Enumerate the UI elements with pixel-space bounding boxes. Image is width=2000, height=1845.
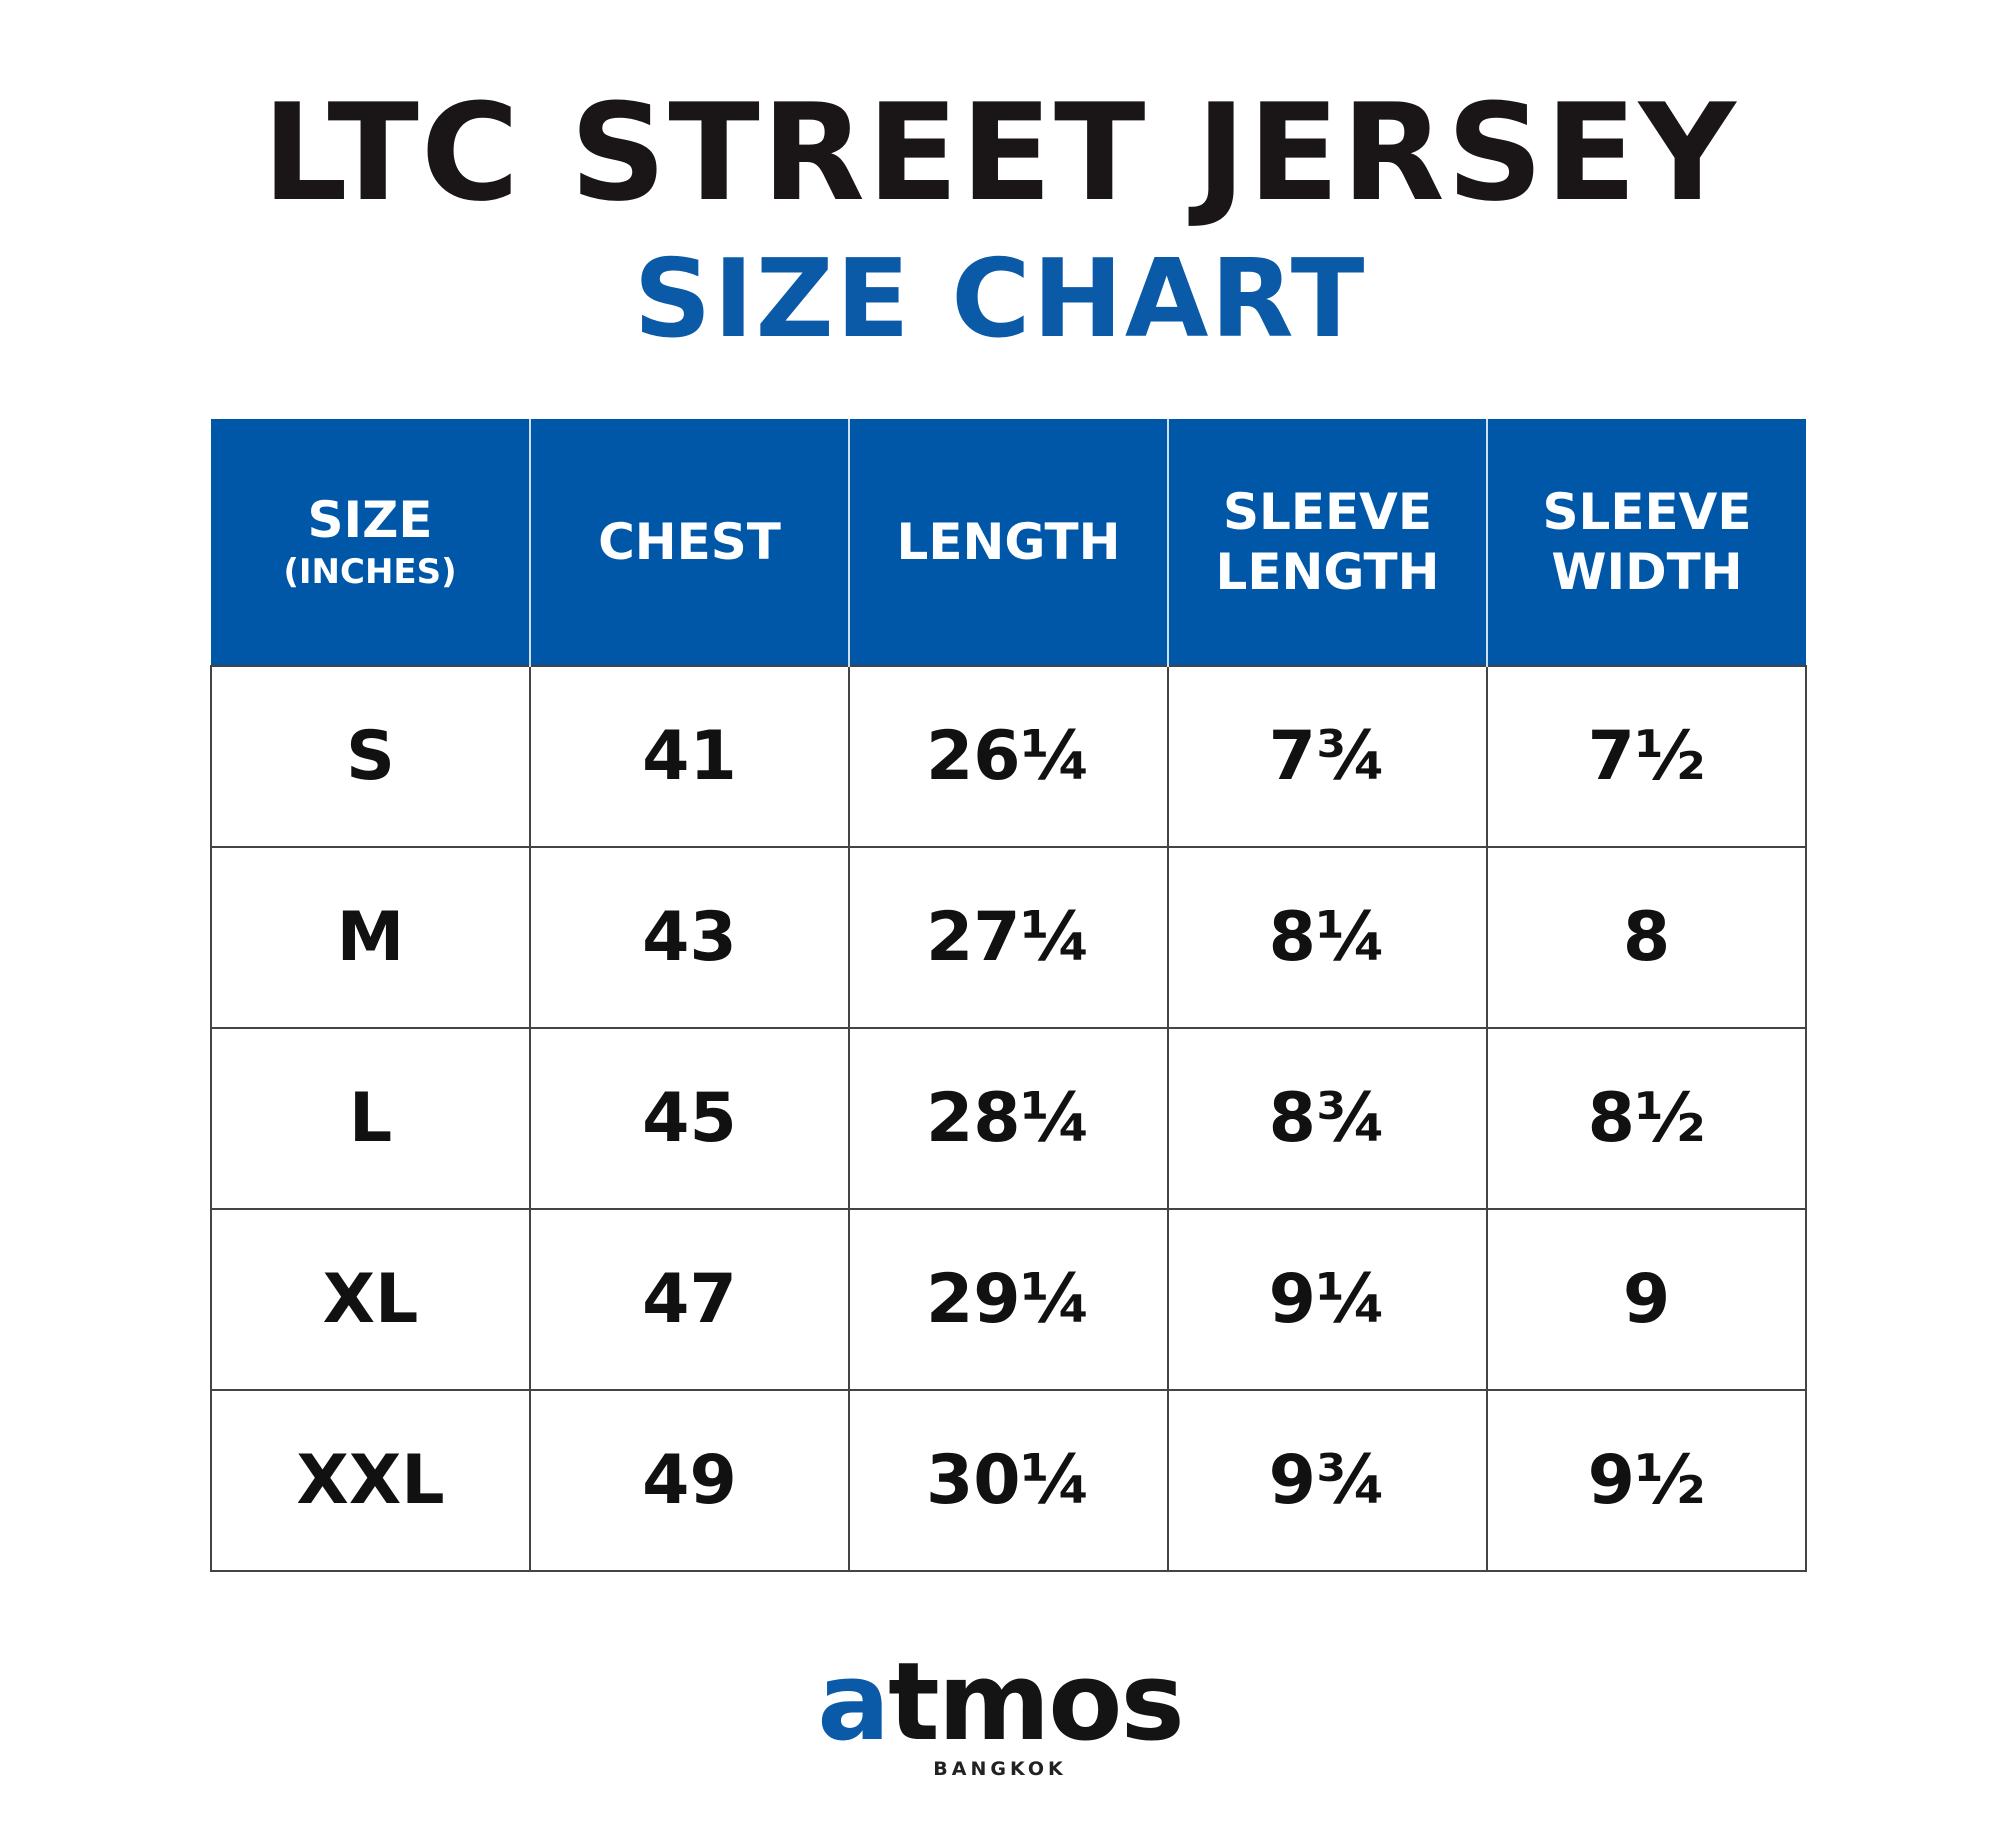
table-cell: 28¼ <box>848 1027 1169 1210</box>
table-cell: 43 <box>529 846 850 1029</box>
table-row: XL 47 29¼ 9¼ 9 <box>210 1208 1807 1391</box>
header-line: SIZE <box>307 491 433 549</box>
subtitle: SIZE CHART <box>633 237 1367 362</box>
header-line: CHEST <box>598 513 781 571</box>
brand-location: BANGKOK <box>933 1758 1067 1780</box>
table-row: L 45 28¼ 8¾ 8½ <box>210 1027 1807 1210</box>
table-cell: 8 <box>1486 846 1807 1029</box>
table-cell: 30¼ <box>848 1389 1169 1572</box>
table-cell: 41 <box>529 665 850 848</box>
table-cell: 9¼ <box>1167 1208 1488 1391</box>
header-line: SLEEVE <box>1542 483 1752 541</box>
column-header: SIZE (INCHES) <box>211 419 530 666</box>
column-header: LENGTH <box>848 419 1168 666</box>
table-cell: 7½ <box>1486 665 1807 848</box>
table-cell: 49 <box>529 1389 850 1572</box>
table-row: M 43 27¼ 8¼ 8 <box>210 846 1807 1029</box>
table-cell: 47 <box>529 1208 850 1391</box>
table-cell: 29¼ <box>848 1208 1169 1391</box>
table-cell: 8¾ <box>1167 1027 1488 1210</box>
table-cell: 9¾ <box>1167 1389 1488 1572</box>
size-table: SIZE (INCHES) CHEST LENGTH SLEEVE LENGTH SLEEV… <box>210 419 1807 1572</box>
table-cell: L <box>210 1027 531 1210</box>
table-cell: 9 <box>1486 1208 1807 1391</box>
brand: atmos <box>817 1640 1185 1765</box>
table-cell: 8¼ <box>1167 846 1488 1029</box>
table-cell: XL <box>210 1208 531 1391</box>
table-row: XXL 49 30¼ 9¾ 9½ <box>210 1389 1807 1572</box>
table-cell: 27¼ <box>848 846 1169 1029</box>
table-cell: 26¼ <box>848 665 1169 848</box>
header-line: LENGTH <box>896 513 1121 571</box>
title: LTC STREET JERSEY <box>262 75 1738 231</box>
table-row: S 41 26¼ 7¾ 7½ <box>210 665 1807 848</box>
header-note: (INCHES) <box>283 552 457 592</box>
header-line: WIDTH <box>1551 543 1743 601</box>
table-cell: XXL <box>210 1389 531 1572</box>
table-cell: 9½ <box>1486 1389 1807 1572</box>
column-header: SLEEVE LENGTH <box>1167 419 1487 666</box>
table-cell: M <box>210 846 531 1029</box>
header-row: SIZE (INCHES) CHEST LENGTH SLEEVE LENGTH SLEEV… <box>211 419 1806 666</box>
table-cell: 7¾ <box>1167 665 1488 848</box>
column-header: SLEEVE WIDTH <box>1486 419 1806 666</box>
column-header: CHEST <box>529 419 849 666</box>
header-line: SLEEVE <box>1222 483 1433 541</box>
table-cell: S <box>210 665 531 848</box>
table-cell: 8½ <box>1486 1027 1807 1210</box>
header-line: LENGTH <box>1215 543 1440 601</box>
table-body: S 41 26¼ 7¾ 7½ M 43 27¼ 8¼ 8 L 45 28¼ 8¾ 8½ XL 47 29¼ 9¼ 9 X… <box>210 665 1807 1572</box>
table-cell: 45 <box>529 1027 850 1210</box>
